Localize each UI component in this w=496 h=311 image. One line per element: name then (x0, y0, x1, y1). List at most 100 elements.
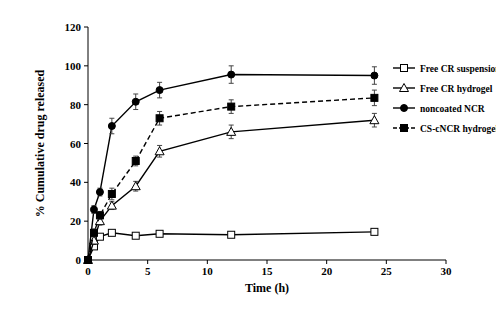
error-cap (372, 126, 377, 127)
legend-label: Free CR suspension (420, 64, 496, 74)
error-cap (133, 93, 138, 94)
error-bar (109, 118, 114, 134)
point (156, 230, 163, 237)
point (371, 228, 378, 235)
x-tick-label: 15 (262, 265, 274, 277)
point (108, 123, 115, 130)
error-bar (97, 211, 102, 219)
x-tick (207, 260, 208, 264)
chart: 020406080100120051015202530Time (h)% Cum… (0, 0, 496, 311)
point (156, 115, 163, 122)
error-bar (133, 156, 138, 166)
series (84, 113, 379, 263)
error-bar (91, 229, 96, 237)
plot-area (84, 66, 379, 264)
x-tick (446, 260, 447, 264)
error-cap (229, 83, 234, 84)
error-cap (157, 82, 162, 83)
error-cap (372, 105, 377, 106)
legend-marker (401, 125, 408, 132)
x-axis-label: Time (h) (245, 281, 289, 295)
error-bar (372, 67, 377, 84)
y-tick-label: 0 (76, 254, 82, 266)
x-tick-label: 25 (381, 265, 393, 277)
y-tick (84, 182, 88, 183)
error-cap (372, 90, 377, 91)
error-cap (229, 138, 234, 139)
error-cap (109, 188, 114, 189)
y-tick (84, 104, 88, 105)
x-tick (326, 260, 327, 264)
error-bar (133, 94, 138, 110)
legend-label: CS-cNCR hydrogel (420, 124, 496, 134)
point (85, 257, 92, 264)
point (108, 229, 115, 236)
point (371, 72, 378, 79)
legend-marker (400, 84, 409, 92)
legend: Free CR suspension Free CR hydrogel noncoa… (393, 64, 496, 134)
error-bar (157, 111, 162, 125)
point (96, 189, 103, 196)
x-tick-label: 5 (145, 265, 151, 277)
point (84, 256, 93, 264)
series (85, 66, 378, 264)
error-cap (229, 113, 234, 114)
x-tick-label: 0 (85, 265, 91, 277)
y-tick-label: 100 (65, 60, 82, 72)
error-cap (229, 65, 234, 66)
y-tick-label: 20 (70, 215, 82, 227)
error-bar (97, 188, 102, 196)
error-cap (157, 97, 162, 98)
series-line (88, 120, 374, 260)
error-bar (91, 206, 96, 214)
y-tick-label: 40 (70, 176, 82, 188)
y-tick (84, 65, 88, 66)
error-cap (157, 111, 162, 112)
error-cap (229, 99, 234, 100)
legend-marker (401, 105, 408, 112)
y-tick-label: 60 (70, 138, 82, 150)
y-tick (84, 27, 88, 28)
x-tick (267, 260, 268, 264)
x-tick-label: 20 (321, 265, 333, 277)
legend-label: noncoated NCR (420, 104, 485, 114)
error-cap (229, 125, 234, 126)
error-cap (157, 125, 162, 126)
series (85, 228, 378, 263)
x-tick-label: 10 (202, 265, 214, 277)
point (132, 232, 139, 239)
point (85, 257, 92, 264)
point (227, 127, 236, 135)
point (90, 229, 97, 236)
point (96, 212, 103, 219)
x-tick (147, 260, 148, 264)
y-tick (84, 143, 88, 144)
error-cap (133, 165, 138, 166)
error-bar (109, 188, 114, 200)
legend-label: Free CR hydrogel (420, 84, 493, 94)
error-bar (157, 82, 162, 98)
error-cap (157, 157, 162, 158)
series-line (88, 232, 374, 260)
y-tick-label: 80 (70, 99, 82, 111)
error-bar (229, 66, 234, 83)
error-cap (109, 133, 114, 134)
point (228, 71, 235, 78)
point (156, 87, 163, 94)
error-bar (372, 90, 377, 106)
x-tick-label: 30 (441, 265, 453, 277)
point (131, 182, 140, 190)
series (85, 90, 378, 263)
legend-marker (401, 65, 408, 72)
error-cap (372, 66, 377, 67)
error-cap (372, 84, 377, 85)
error-cap (109, 118, 114, 119)
series-line (88, 75, 374, 260)
point (370, 116, 379, 124)
point (155, 147, 164, 155)
error-cap (133, 191, 138, 192)
y-tick-label: 120 (65, 21, 82, 33)
point (132, 157, 139, 164)
y-tick (84, 221, 88, 222)
x-tick (386, 260, 387, 264)
